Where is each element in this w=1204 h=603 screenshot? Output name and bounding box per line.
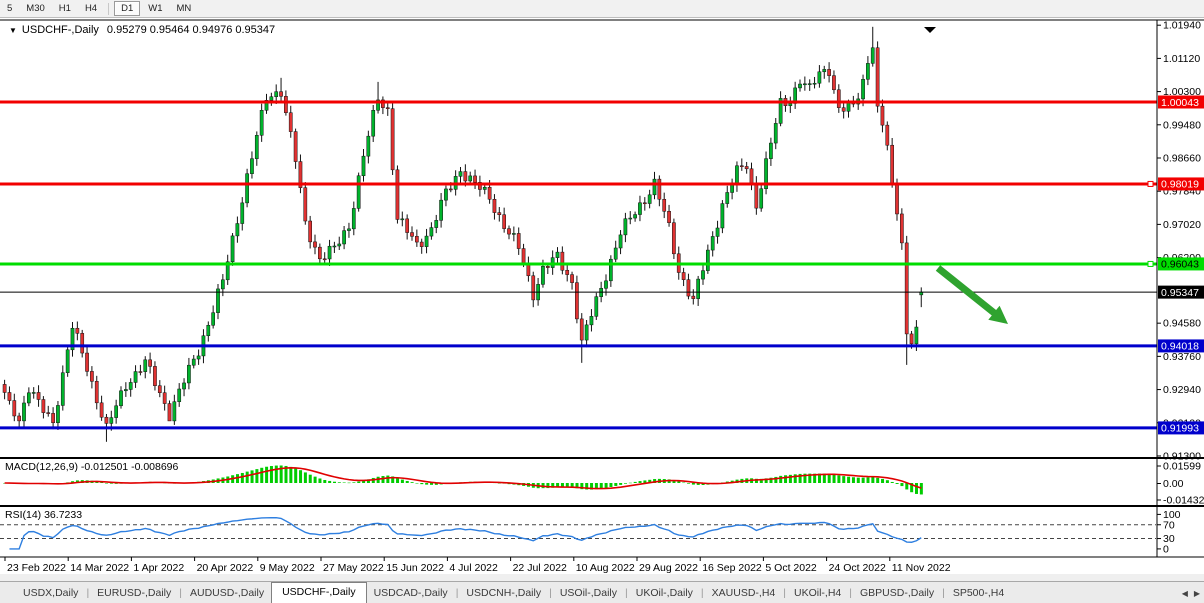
timeframe-button-h1[interactable]: H1 xyxy=(58,3,71,14)
date-axis[interactable]: 23 Feb 2022 14 Mar 2022 1 Apr 2022 20 Apr 2… xyxy=(4,557,951,574)
chart-title-symbol: USDCHF-,Daily xyxy=(21,24,99,36)
tab-separator: | xyxy=(549,587,552,599)
timeframe-button-w1[interactable]: W1 xyxy=(148,3,163,14)
toolbar-separator xyxy=(108,2,110,15)
svg-text:0.92940: 0.92940 xyxy=(1163,384,1201,396)
tab-separator: | xyxy=(455,587,459,599)
down-trend-arrow[interactable] xyxy=(935,265,1008,324)
timeframe-button-h4[interactable]: H4 xyxy=(84,3,98,14)
candlestick-series xyxy=(2,26,924,442)
price-axis[interactable]: 1.019401.011201.003000.994800.986600.978… xyxy=(1157,20,1204,463)
tab-usdchf-daily[interactable]: USDCHF-,Daily xyxy=(271,581,367,603)
svg-text:10 Aug 2022: 10 Aug 2022 xyxy=(576,562,635,574)
svg-text:4 Jul 2022: 4 Jul 2022 xyxy=(449,562,498,574)
tab-separator: | xyxy=(179,587,182,599)
tab-separator: | xyxy=(700,587,704,599)
timeframe-toolbar: 5 M30 H1 H4 D1 W1 MN xyxy=(0,0,1204,18)
svg-text:29 Aug 2022: 29 Aug 2022 xyxy=(639,562,698,574)
svg-text:0.99480: 0.99480 xyxy=(1163,119,1201,131)
horizontal-levels xyxy=(0,100,1157,430)
tab-scroll-left-icon[interactable]: ◀ xyxy=(1181,588,1188,598)
svg-text:0.95347: 0.95347 xyxy=(1161,287,1199,299)
tab-audusd-daily[interactable]: AUDUSD-,Daily xyxy=(190,587,265,599)
tab-usoil-daily[interactable]: USOil-,Daily xyxy=(559,587,617,599)
svg-text:1.01940: 1.01940 xyxy=(1163,20,1201,32)
macd-axis-label: 0.00 xyxy=(1163,478,1184,490)
svg-text:0.93760: 0.93760 xyxy=(1163,351,1201,363)
svg-text:0.98019: 0.98019 xyxy=(1161,179,1199,191)
macd-axis-label: -0.01432 xyxy=(1163,495,1204,507)
tab-separator: | xyxy=(783,587,786,599)
svg-text:24 Oct 2022: 24 Oct 2022 xyxy=(829,562,886,574)
svg-text:0.94018: 0.94018 xyxy=(1161,341,1199,353)
macd-axis-label: 0.01599 xyxy=(1163,461,1201,473)
symbol-tab-bar: USDX,Daily | EURUSD-,Daily | AUDUSD-,Daily US… xyxy=(0,581,1204,603)
tab-sp500-h4[interactable]: SP500-,H4 xyxy=(952,587,1005,599)
tab-gbpusd-daily[interactable]: GBPUSD-,Daily xyxy=(859,587,935,599)
tab-scroll-right-icon[interactable]: ▶ xyxy=(1193,588,1200,598)
svg-text:0.94580: 0.94580 xyxy=(1163,318,1201,330)
chart-shift-marker-icon[interactable] xyxy=(924,27,936,33)
tab-ukoil-h4[interactable]: UKOil-,H4 xyxy=(793,587,842,599)
svg-text:20 Apr 2022: 20 Apr 2022 xyxy=(197,562,254,574)
svg-text:0.96043: 0.96043 xyxy=(1161,259,1199,271)
svg-text:0.98660: 0.98660 xyxy=(1163,152,1201,164)
macd-signal-line xyxy=(4,466,922,490)
svg-text:1.01120: 1.01120 xyxy=(1163,53,1200,65)
svg-text:16 Sep 2022: 16 Sep 2022 xyxy=(702,562,762,574)
svg-text:27 May 2022: 27 May 2022 xyxy=(323,562,384,574)
rsi-axis-label: 70 xyxy=(1163,519,1175,531)
svg-text:0.91993: 0.91993 xyxy=(1161,423,1199,435)
tab-usdcnh-daily[interactable]: USDCNH-,Daily xyxy=(466,587,542,599)
chart-title-ohlc: 0.95279 0.95464 0.94976 0.95347 xyxy=(106,24,276,36)
svg-text:22 Jul 2022: 22 Jul 2022 xyxy=(513,562,567,574)
rsi-pane xyxy=(0,516,1156,550)
svg-text:11 Nov 2022: 11 Nov 2022 xyxy=(892,562,951,574)
tab-xauusd-h4[interactable]: XAUUSD-,H4 xyxy=(711,587,776,599)
horizontal-scroll-strip[interactable] xyxy=(0,574,1204,581)
svg-text:1.00043: 1.00043 xyxy=(1161,97,1199,109)
tab-separator: | xyxy=(942,587,945,599)
svg-text:14 Mar 2022: 14 Mar 2022 xyxy=(70,562,129,574)
svg-text:23 Feb 2022: 23 Feb 2022 xyxy=(7,562,66,574)
timeframe-button-mn[interactable]: MN xyxy=(176,3,192,14)
tab-usdcad-daily[interactable]: USDCAD-,Daily xyxy=(373,587,448,599)
tab-eurusd-daily[interactable]: EURUSD-,Daily xyxy=(97,587,172,599)
rsi-line xyxy=(9,516,922,550)
rsi-axis-label: 30 xyxy=(1163,533,1175,545)
rsi-axis-label: 100 xyxy=(1163,509,1181,521)
tab-usdx-daily[interactable]: USDX,Daily xyxy=(23,587,79,599)
rsi-axis-label: 0 xyxy=(1163,543,1169,555)
tab-separator: | xyxy=(849,587,852,599)
symbol-dropdown-icon[interactable]: ▼ xyxy=(9,26,17,35)
svg-text:1.00300: 1.00300 xyxy=(1163,86,1201,98)
rsi-indicator-label: RSI(14) 36.7233 xyxy=(5,509,83,521)
timeframe-button-m30[interactable]: M30 xyxy=(26,3,45,14)
svg-text:15 Jun 2022: 15 Jun 2022 xyxy=(386,562,444,574)
svg-text:0.91300: 0.91300 xyxy=(1163,450,1201,462)
macd-indicator-label: MACD(12,26,9) -0.012501 -0.008696 xyxy=(5,461,179,473)
tab-ukoil-daily[interactable]: UKOil-,Daily xyxy=(635,587,693,599)
chart-title: ▼ USDCHF-,Daily 0.95279 0.95464 0.94976 0.… xyxy=(9,24,275,36)
timeframe-button-5[interactable]: 5 xyxy=(7,3,13,14)
svg-text:0.97020: 0.97020 xyxy=(1163,219,1201,231)
timeframe-button-d1[interactable]: D1 xyxy=(114,1,141,16)
tab-separator: | xyxy=(86,587,90,599)
svg-text:9 May 2022: 9 May 2022 xyxy=(260,562,315,574)
tab-separator: | xyxy=(625,587,628,599)
svg-text:5 Oct 2022: 5 Oct 2022 xyxy=(765,562,817,574)
svg-text:1 Apr 2022: 1 Apr 2022 xyxy=(133,562,184,574)
